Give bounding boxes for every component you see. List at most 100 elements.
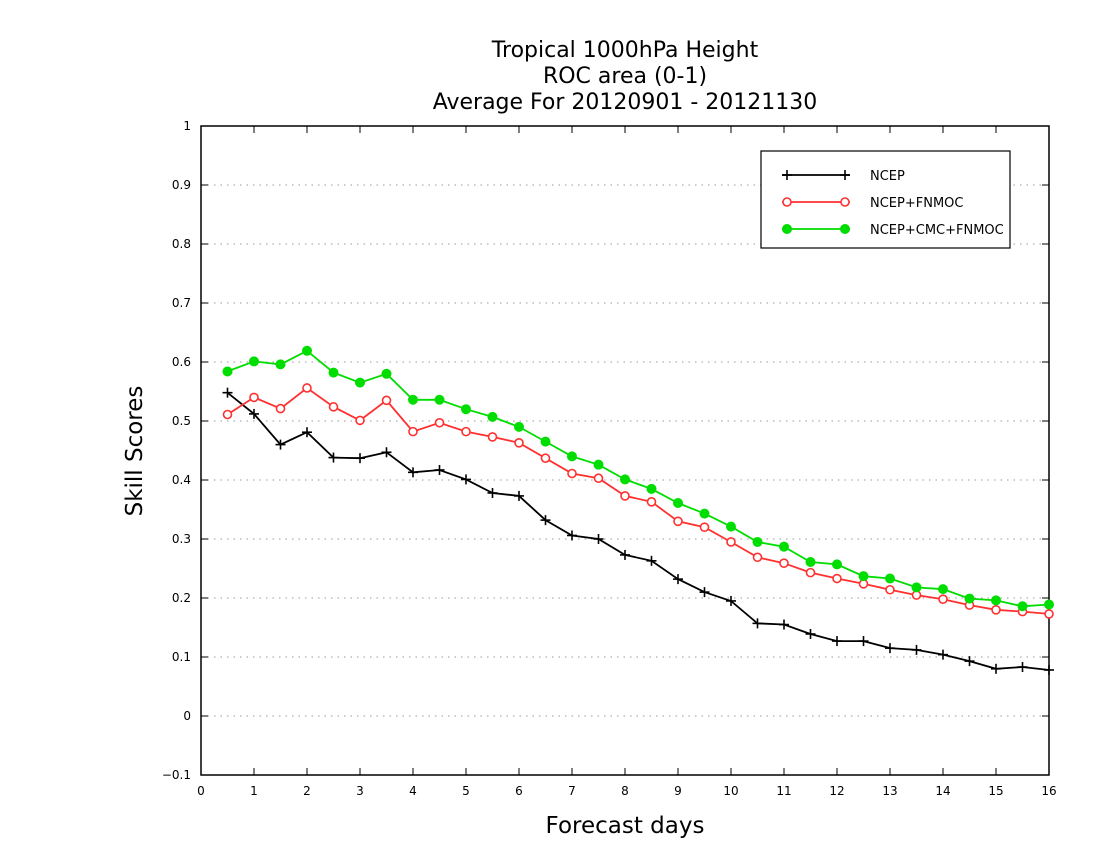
y-tick-label: 0.4 <box>172 473 191 487</box>
x-tick-label: 15 <box>988 784 1003 798</box>
data-point <box>434 464 445 475</box>
data-point <box>461 474 471 485</box>
data-point <box>567 530 577 541</box>
data-point <box>540 453 551 463</box>
y-tick-label: 0.7 <box>172 296 191 310</box>
data-point <box>832 636 842 647</box>
legend-entry: NCEP <box>782 169 905 184</box>
data-point <box>540 436 551 447</box>
data-point <box>832 559 842 570</box>
data-point <box>673 516 683 527</box>
data-point <box>726 595 736 606</box>
data-point <box>885 584 895 595</box>
x-tick-label: 13 <box>882 784 897 798</box>
x-tick-label: 0 <box>197 784 205 798</box>
legend-label: NCEP+CMC+FNMOC <box>870 223 1004 238</box>
data-point <box>302 383 312 393</box>
data-point <box>328 367 339 378</box>
data-point <box>487 487 498 498</box>
x-tick-label: 8 <box>621 784 629 798</box>
x-tick-label: 12 <box>829 784 844 798</box>
legend-marker <box>782 197 792 207</box>
data-point <box>858 571 869 582</box>
data-point <box>408 394 418 405</box>
data-point <box>434 417 445 428</box>
data-point <box>355 415 365 426</box>
y-tick-label: 0.8 <box>172 237 191 251</box>
data-point <box>1044 664 1054 675</box>
data-point <box>673 498 683 509</box>
x-tick-label: 14 <box>935 784 950 798</box>
data-point <box>699 522 710 533</box>
legend-entry: NCEP+FNMOC <box>782 196 963 211</box>
y-tick-label: 0 <box>183 709 191 723</box>
series-ncep-fnmoc <box>222 383 1054 619</box>
y-axis: −0.1 0 0.1 0.2 0.3 0.4 0.5 0.6 0.7 0.8 0.9 1 <box>162 119 1049 782</box>
data-point <box>964 593 975 604</box>
data-point <box>408 467 418 478</box>
y-axis-label: Skill Scores <box>122 386 148 517</box>
legend-marker <box>840 224 850 234</box>
x-axis: 0 1 2 3 4 5 6 7 8 9 10 11 12 13 14 15 16 <box>197 126 1057 798</box>
data-point <box>752 618 763 629</box>
chart-title-line: Average For 20120901 - 20121130 <box>433 90 818 115</box>
data-point <box>567 468 577 479</box>
y-tick-label: 1 <box>183 119 191 133</box>
data-point <box>1044 609 1054 619</box>
data-point <box>938 649 948 660</box>
data-point <box>514 421 524 432</box>
data-point <box>779 541 789 552</box>
data-point <box>408 426 418 437</box>
x-tick-label: 2 <box>303 784 311 798</box>
chart-title-line: Tropical 1000hPa Height <box>491 38 759 63</box>
data-point <box>805 567 816 578</box>
data-point <box>567 451 577 462</box>
data-point <box>885 643 895 654</box>
data-point <box>646 497 657 507</box>
legend: NCEP NCEP+FNMOC NCEP+CMC+FNMOC <box>760 150 1011 249</box>
data-point <box>540 515 551 526</box>
y-tick-label: 0.2 <box>172 591 191 605</box>
legend-marker <box>840 197 850 207</box>
data-point <box>514 438 524 448</box>
series-ncep-cmc-fnmoc <box>222 345 1054 612</box>
data-point <box>222 409 233 420</box>
y-tick-label: 0.1 <box>172 650 191 664</box>
legend-label: NCEP+FNMOC <box>870 196 963 211</box>
data-point <box>1017 601 1028 612</box>
x-tick-label: 11 <box>776 784 791 798</box>
data-point <box>991 595 1001 606</box>
legend-label: NCEP <box>870 169 905 184</box>
y-tick-label: −0.1 <box>162 768 191 782</box>
data-point <box>302 427 312 438</box>
y-tick-label: 0.3 <box>172 532 191 546</box>
legend-marker <box>782 224 792 234</box>
series-ncep <box>222 387 1054 675</box>
data-point <box>779 558 789 568</box>
x-tick-label: 5 <box>462 784 470 798</box>
data-point <box>646 555 657 566</box>
data-point <box>514 490 524 501</box>
data-point <box>487 411 498 422</box>
data-point <box>858 636 869 647</box>
data-point <box>355 453 365 464</box>
data-point <box>620 549 630 560</box>
legend-entry: NCEP+CMC+FNMOC <box>782 223 1004 238</box>
data-point <box>302 345 312 356</box>
data-point <box>991 604 1001 615</box>
y-tick-label: 0.6 <box>172 355 191 369</box>
data-point <box>381 447 392 458</box>
x-tick-label: 4 <box>409 784 417 798</box>
x-tick-label: 6 <box>515 784 523 798</box>
y-tick-label: 0.9 <box>172 178 191 192</box>
data-point <box>646 483 657 494</box>
data-point <box>673 574 683 585</box>
data-point <box>593 459 604 470</box>
data-point <box>328 402 339 412</box>
data-point <box>1017 662 1028 673</box>
chart-title-line: ROC area (0-1) <box>543 64 707 89</box>
data-point <box>964 656 975 667</box>
x-tick-label: 3 <box>356 784 364 798</box>
